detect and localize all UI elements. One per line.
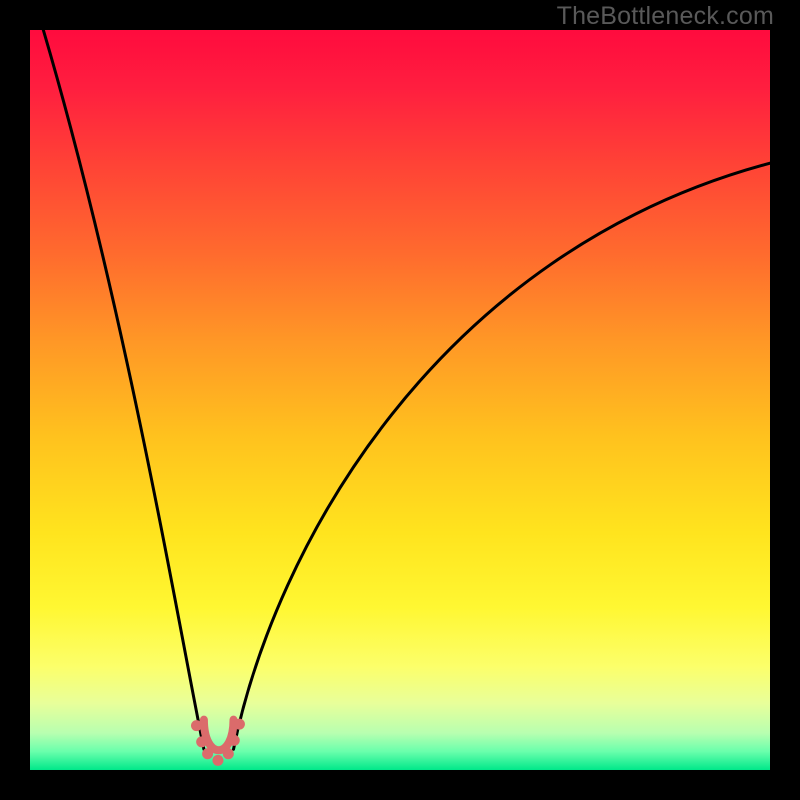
valley-highlight — [204, 720, 234, 751]
valley-dot — [202, 748, 213, 759]
valley-dot — [234, 719, 245, 730]
valley-dot — [196, 736, 207, 747]
plot-area — [30, 30, 770, 770]
curve-layer — [30, 30, 770, 770]
valley-dot — [229, 735, 240, 746]
valley-dot — [223, 748, 234, 759]
curve-left-branch — [43, 30, 204, 749]
watermark-text: TheBottleneck.com — [557, 2, 774, 31]
curve-right-branch — [234, 163, 771, 749]
valley-dot — [212, 755, 223, 766]
valley-dot — [191, 720, 202, 731]
